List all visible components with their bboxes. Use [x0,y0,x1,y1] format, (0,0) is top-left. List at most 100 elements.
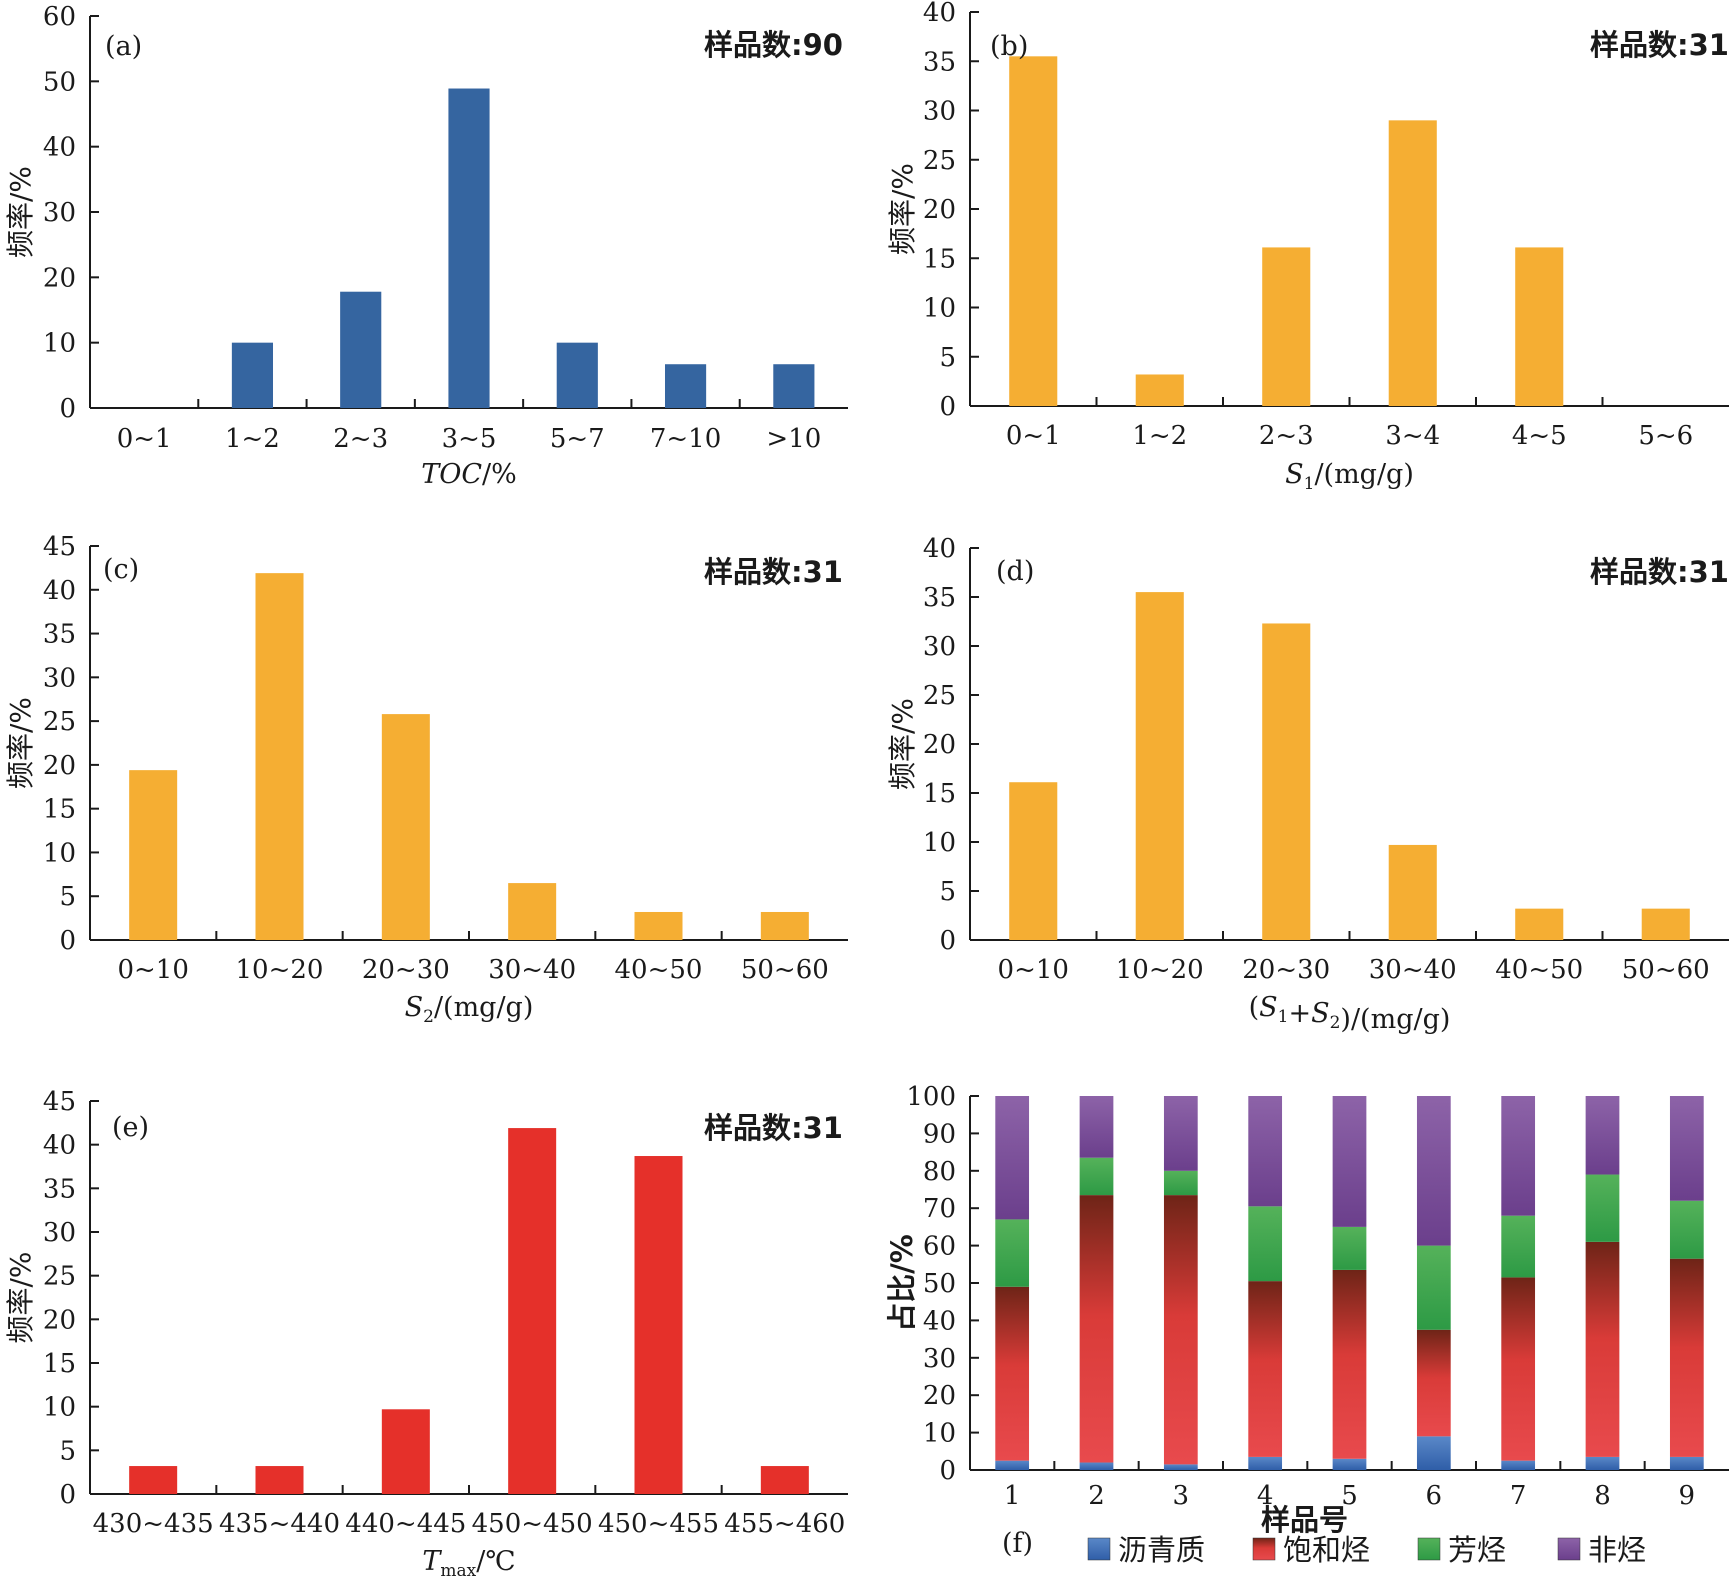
stack-8-芳烃 [1585,1174,1620,1242]
x-tick-label: 1~2 [225,424,280,454]
y-tick-label: 30 [923,1344,956,1374]
x-tick-label: 0~1 [1006,421,1061,451]
x-tick-label: 40~50 [1495,955,1583,985]
y-tick-label: 10 [923,828,956,858]
y-tick-label: 20 [43,263,76,293]
panel-label: (b) [990,31,1028,62]
y-tick-label: 60 [43,2,76,32]
y-tick-label: 15 [923,779,956,809]
y-tick-label: 10 [43,329,76,359]
stack-9-沥青质 [1669,1456,1704,1470]
bar-3~5 [448,88,490,409]
stack-2-沥青质 [1079,1462,1114,1470]
y-tick-label: 25 [923,146,956,176]
y-axis-title: 频率/% [4,697,37,789]
y-axis-title: 占比/% [885,1234,919,1332]
stack-5-芳烃 [1332,1226,1367,1270]
bar-7~10 [664,364,707,408]
x-tick-label: 3~4 [1385,421,1440,451]
bar-1~2 [231,342,274,408]
bar-450~450 [508,1128,557,1494]
y-tick-label: 15 [923,244,956,274]
y-tick-label: 25 [43,707,76,737]
bar-40~50 [1515,908,1564,940]
x-tick-label: 10~20 [1116,955,1204,985]
panel-label: (a) [105,31,142,62]
bar-20~30 [381,714,430,940]
y-tick-label: 20 [43,1305,76,1335]
bar-0~10 [129,770,178,940]
x-tick-label: 0~10 [117,955,188,985]
y-tick-label: 15 [43,1349,76,1379]
bar-0~1 [1009,56,1058,406]
y-tick-label: 10 [923,294,956,324]
legend-label: 芳烃 [1448,1533,1506,1567]
y-tick-label: 30 [43,663,76,693]
legend-swatch-饱和烃 [1252,1537,1276,1561]
bar-30~40 [508,883,557,940]
stack-6-芳烃 [1416,1245,1451,1330]
bar-440~445 [381,1409,430,1494]
x-axis-title: TOC/% [421,459,517,490]
stack-6-沥青质 [1416,1436,1451,1470]
x-tick-label: 0~1 [117,424,172,454]
bar-2~3 [1262,247,1311,406]
stack-9-芳烃 [1669,1200,1704,1259]
y-tick-label: 20 [923,1381,956,1411]
stack-1-芳烃 [995,1219,1030,1287]
chart-panel-b: 0 5 10 15 20 25 30 35 40 0~1 1~2 2~3 3~4 4~5 5~6 (b) 样品数… [886,0,1729,494]
panel-label: (e) [112,1112,149,1143]
x-tick-label: 440~445 [345,1509,466,1539]
x-axis-title: 样品号 [1261,1503,1348,1537]
x-tick-label: 20~30 [362,955,450,985]
y-tick-label: 60 [923,1232,956,1262]
stack-2-饱和烃 [1079,1195,1114,1463]
bar-50~60 [760,911,809,940]
y-tick-label: 40 [923,0,956,28]
x-tick-label: 30~40 [1369,955,1457,985]
y-tick-label: 0 [59,1480,76,1510]
y-tick-label: 15 [43,795,76,825]
bar-10~20 [1135,592,1184,940]
bar-10~20 [255,573,304,940]
bar->10 [773,364,815,408]
legend-label: 沥青质 [1118,1533,1205,1567]
x-tick-label: 4~5 [1512,421,1567,451]
y-tick-label: 0 [939,392,956,422]
x-tick-label: 2~3 [1259,421,1314,451]
y-tick-label: 30 [43,1218,76,1248]
stack-7-沥青质 [1501,1460,1536,1470]
y-axis-title: 频率/% [4,1251,37,1343]
stack-7-非烃 [1501,1096,1536,1216]
sample-count-label: 样品数:31 [1590,28,1729,62]
y-tick-label: 0 [59,926,76,956]
panel-label: (c) [103,554,139,585]
x-tick-label: 3 [1173,1481,1190,1511]
stack-8-非烃 [1585,1096,1620,1175]
bar-20~30 [1262,623,1311,940]
y-tick-label: 35 [43,620,76,650]
bar-435~440 [255,1466,304,1494]
x-tick-label: 435~440 [219,1509,340,1539]
stack-6-饱和烃 [1416,1329,1451,1437]
y-tick-label: 5 [59,882,76,912]
y-tick-label: 5 [939,877,956,907]
stack-4-饱和烃 [1248,1281,1283,1457]
x-axis-title: S1/(mg/g) [1285,459,1414,494]
stack-9-饱和烃 [1669,1258,1704,1457]
x-tick-label: 1 [1004,1481,1021,1511]
bar-450~455 [634,1156,683,1494]
stack-6-非烃 [1416,1096,1451,1246]
stack-5-沥青质 [1332,1458,1367,1470]
sample-count-label: 样品数:31 [704,1111,843,1145]
y-tick-label: 10 [923,1419,956,1449]
y-tick-label: 5 [59,1436,76,1466]
chart-panel-d: 0 5 10 15 20 25 30 35 40 0~10 10~20 20~30 30~40 40~50… [886,534,1729,1035]
legend-label: 饱和烃 [1283,1533,1370,1567]
stack-8-沥青质 [1585,1456,1620,1470]
x-tick-label: 7~10 [650,424,721,454]
bar-5~7 [556,342,598,408]
panel-label: (f) [1002,1528,1033,1559]
stack-2-芳烃 [1079,1157,1114,1196]
y-tick-label: 20 [923,195,956,225]
